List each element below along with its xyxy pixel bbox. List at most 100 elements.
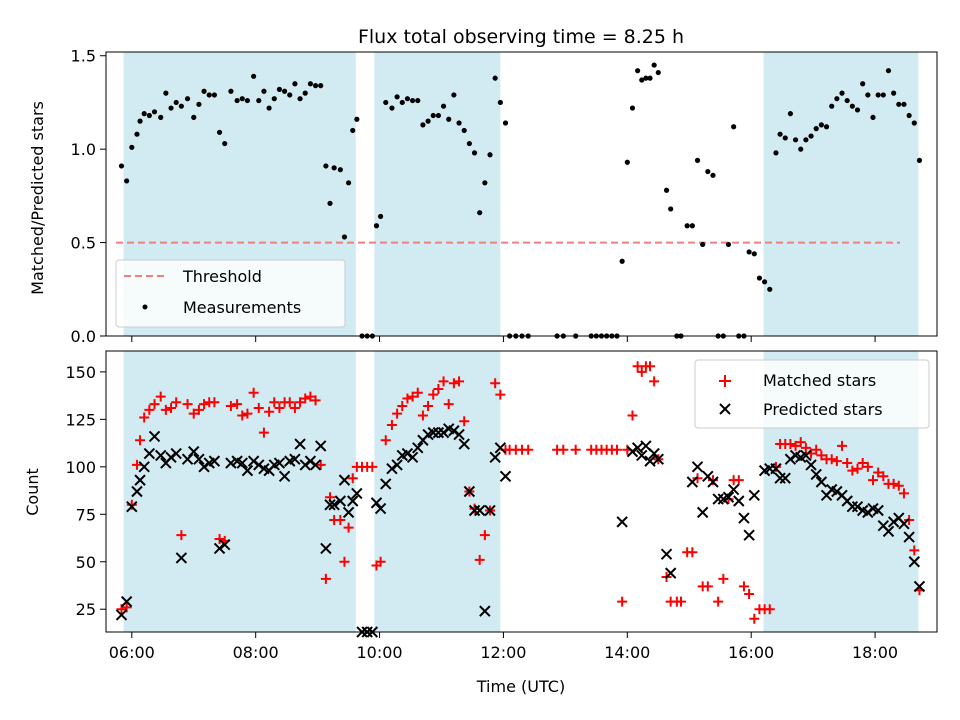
bottom-legend-box [694,359,930,429]
matched-stars-point [862,461,873,472]
measurements-point [880,92,886,98]
x-tick-label: 06:00 [109,643,155,662]
predicted-stars-point [315,440,327,452]
matched-stars-point [811,444,822,455]
matched-stars-point [649,376,660,387]
predicted-stars-point [872,504,884,517]
measurements-point [312,83,319,89]
predicted-stars-point [616,516,628,528]
predicted-stars-point [898,518,910,530]
predicted-stars-point [338,474,351,486]
matched-stars-point [523,444,534,455]
measurements-point [137,118,143,124]
measurements-point [256,97,262,104]
measurements-point [377,213,384,220]
top-y-axis-label: Matched/Predicted stars [28,101,47,295]
predicted-stars-point [208,455,221,467]
matched-stars-point [433,383,444,394]
predicted-stars-point [351,487,363,500]
bottom-x-ticks: 06:00 08:00 10:00 12:00 14:00 16:00 18:00 [109,632,898,662]
x-tick-label: 16:00 [728,643,774,662]
matched-stars-point [199,399,210,410]
measurements-point [271,96,277,102]
legend-matched-swatch [719,375,731,387]
matched-stars-point [826,454,837,465]
predicted-stars-point [134,474,146,486]
matched-stars-point [718,573,729,584]
matched-stars-point [412,387,423,398]
measurements-point [201,88,207,94]
y-tick-label: 125 [65,410,96,429]
top-y-ticks: 0.0 0.5 1.0 1.5 [71,47,106,346]
legend-threshold-label: Threshold [182,267,262,286]
predicted-stars-point [882,525,895,538]
measurements-point [651,62,657,68]
predicted-stars-point [631,442,644,454]
measurements-point [234,97,240,104]
measurements-point [331,165,337,171]
matched-stars-point [570,444,581,455]
matched-stars-point [392,408,403,419]
matched-stars-point [738,581,749,592]
matched-stars-point [135,435,146,446]
legend-measurements-swatch [142,304,148,310]
predicted-stars-point [484,504,496,517]
matched-stars-point [459,416,470,427]
predicted-stars-point [120,595,133,608]
measurements-point [798,146,804,152]
matched-stars-point [636,366,647,377]
matched-stars-point [182,399,193,410]
predicted-stars-point [810,468,822,481]
matched-stars-point [428,389,439,400]
matched-stars-point [347,473,358,484]
matched-stars-point [284,397,295,408]
matched-stars-point [166,402,177,413]
measurements-point [502,120,509,126]
measurements-point [399,99,405,106]
predicted-stars-point [707,476,719,488]
measurements-point [854,107,861,113]
measurements-point [251,73,257,79]
measurements-point [901,101,907,107]
predicted-stars-point [908,556,920,568]
matched-stars-point [423,401,434,412]
y-tick-label: 0.5 [71,234,96,253]
matched-stars-point [893,480,904,491]
matched-stars-point [857,458,868,469]
predicted-stars-point [463,485,476,498]
measurements-point [163,90,169,96]
matched-stars-point [723,494,734,505]
measurements-point [383,99,389,106]
measurements-point [118,163,125,169]
measurements-point [655,69,661,76]
measurements-point [281,88,288,94]
matched-stars-point [675,596,686,607]
matched-stars-point [617,596,628,607]
predicted-stars-point [241,464,254,477]
measurements-point [323,163,329,169]
x-axis-label: Time (UTC) [476,677,565,696]
matched-stars-point [269,397,280,408]
matched-stars-point [744,589,755,600]
x-tick-label: 14:00 [604,643,650,662]
measurements-point [318,83,324,89]
measurements-point [694,157,701,163]
matched-stars-point [611,444,622,455]
y-tick-label: 0.0 [71,327,96,346]
measurements-point [829,103,835,109]
predicted-stars-point [219,538,231,551]
measurements-point [911,120,917,126]
predicted-stars-point [148,430,161,443]
matched-stars-point [310,395,321,406]
measurements-point [689,223,695,229]
predicted-stars-point [903,531,915,543]
predicted-stars-point [779,472,791,484]
matched-stars-point [386,420,397,431]
predicted-stars-point [273,457,286,469]
measurements-point [865,92,871,98]
measurements-point [239,96,245,102]
measurements-point [394,94,400,100]
matched-stars-point [867,475,878,486]
top-legend: Threshold Measurements [115,259,346,328]
matched-stars-point [474,554,485,565]
